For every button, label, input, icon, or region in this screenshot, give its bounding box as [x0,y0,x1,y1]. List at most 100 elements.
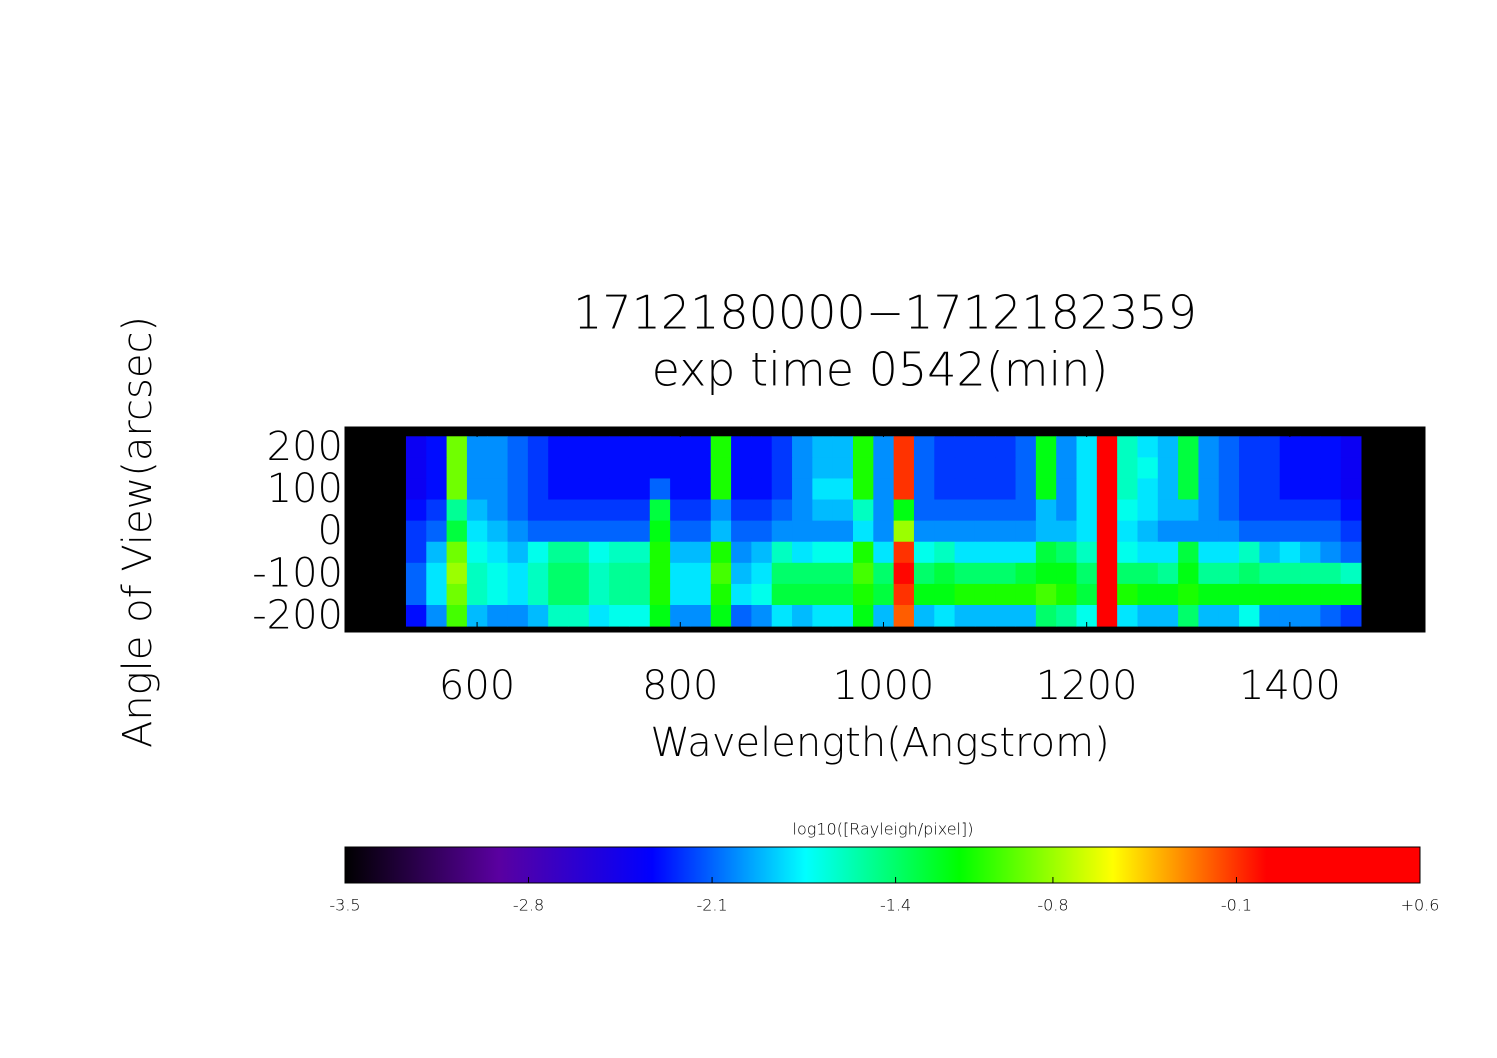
heatmap-cell [487,436,509,458]
heatmap-cell [1300,457,1321,479]
heatmap-cell [1198,457,1220,479]
heatmap-cell [832,541,854,564]
heatmap-cell [588,499,610,522]
heatmap-cell [690,541,712,564]
heatmap-cell [832,583,854,606]
heatmap-cell [1279,436,1301,458]
heatmap-cell [446,562,468,585]
heatmap-cell [1178,520,1199,543]
heatmap-cell [832,520,854,543]
heatmap-cell [426,499,448,522]
heatmap-cell [568,436,590,458]
heatmap-cell [609,457,630,479]
heatmap-cell [1096,457,1118,479]
heatmap-cell [1198,499,1220,522]
heatmap-cell [670,541,691,564]
heatmap-cell [690,605,712,627]
heatmap-cell [873,520,895,543]
heatmap-cell [812,541,834,564]
heatmap-cell [954,520,976,543]
heatmap-cell [405,562,427,585]
heatmap-cell [548,562,570,585]
colorbar-tick-label: -0.8 [1037,896,1068,915]
heatmap-cell [771,541,793,564]
heatmap-cell [873,541,895,564]
heatmap-cell [1320,457,1342,479]
heatmap-cell [1137,605,1159,627]
heatmap-cell [1279,541,1301,564]
heatmap-cell [405,520,427,543]
heatmap-cell [1137,436,1159,458]
heatmap-cell [426,541,448,564]
heatmap-cell [873,583,895,606]
heatmap-cell [1056,457,1078,479]
heatmap-cell [588,436,610,458]
heatmap-cell [1117,436,1138,458]
heatmap-cell [609,478,630,501]
heatmap-cell [751,499,773,522]
heatmap-cell [487,583,509,606]
heatmap-cell [670,583,691,606]
heatmap-cell [832,605,854,627]
heatmap-cell [588,478,610,501]
heatmap-cell [1096,562,1118,585]
heatmap-cell [629,457,651,479]
heatmap-cell [934,436,956,458]
heatmap-cell [873,478,895,501]
heatmap-cell [1076,562,1098,585]
heatmap-cell [507,520,529,543]
heatmap-cell [548,478,570,501]
heatmap-cell [527,605,549,627]
heatmap-cell [934,520,956,543]
heatmap-cell [852,520,874,543]
heatmap-cell [913,478,935,501]
heatmap-cell [1300,520,1321,543]
heatmap-cell [466,520,488,543]
heatmap-cell [466,436,488,458]
heatmap-cell [588,520,610,543]
heatmap-cell [1178,541,1199,564]
heatmap-cell [1198,562,1220,585]
heatmap-cell [893,583,915,606]
heatmap-cell [649,605,671,627]
heatmap-cell [1056,478,1078,501]
heatmap-cell [812,583,834,606]
heatmap-cell [771,436,793,458]
heatmap-cell [1279,583,1301,606]
heatmap-cell [710,583,732,606]
heatmap-cell [1076,583,1098,606]
heatmap-cell [1015,499,1037,522]
heatmap-cell [568,478,590,501]
heatmap-cell [1178,436,1199,458]
heatmap-cell [1117,478,1138,501]
heatmap-cell [649,583,671,606]
heatmap-cell [1157,520,1179,543]
heatmap-cell [812,520,834,543]
y-tick-label: 100 [267,466,343,512]
chart-title: 1712180000−1712182359 [573,286,1197,340]
heatmap-cell [670,457,691,479]
heatmap-cell [913,583,935,606]
heatmap-cell [751,541,773,564]
heatmap-cell [1300,541,1321,564]
heatmap-cell [1239,605,1260,627]
heatmap-cell [1279,457,1301,479]
heatmap-cell [629,478,651,501]
heatmap-cell [426,562,448,585]
heatmap-cell [487,457,509,479]
heatmap-cell [507,541,529,564]
heatmap-cell [588,562,610,585]
heatmap-cell [548,520,570,543]
heatmap-cell [548,583,570,606]
y-tick-label: 200 [267,424,343,470]
heatmap-cell [751,605,773,627]
heatmap-cell [1056,605,1078,627]
heatmap-cell [1056,520,1078,543]
heatmap-cell [873,562,895,585]
heatmap-cell [548,436,570,458]
heatmap-cell [1015,583,1037,606]
heatmap-cell [1239,457,1260,479]
heatmap-cell [954,541,976,564]
heatmap-cell [507,499,529,522]
